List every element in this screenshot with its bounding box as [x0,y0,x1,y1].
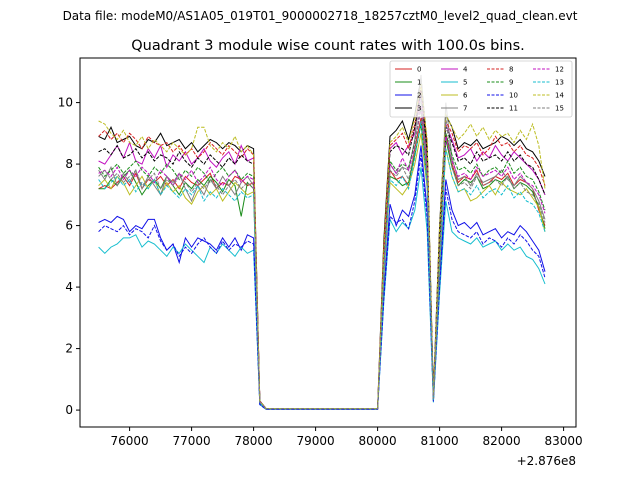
chart-title: Quadrant 3 module wise count rates with … [131,38,525,54]
legend-label: 1 [417,79,421,87]
legend-label: 6 [463,92,468,100]
legend-label: 10 [509,92,518,100]
chart-suptitle: Data file: modeM0/AS1A05_019T01_90000027… [63,9,578,23]
legend-label: 15 [555,105,564,113]
y-tick-label: 6 [65,219,73,233]
y-tick-label: 0 [65,403,73,417]
legend-label: 9 [509,79,513,87]
legend-label: 0 [417,66,421,74]
legend-label: 14 [555,92,564,100]
y-tick-label: 4 [65,280,73,294]
legend-label: 12 [555,66,564,74]
x-tick-label: 82000 [483,434,521,448]
legend-label: 3 [417,105,421,113]
x-tick-label: 80000 [359,434,397,448]
legend-label: 5 [463,79,467,87]
series-line-10 [98,154,546,410]
legend-label: 4 [463,66,468,74]
series-line-15 [98,96,546,410]
legend-label: 13 [555,79,564,87]
x-tick-label: 78000 [235,434,273,448]
axes-frame [79,57,577,428]
legend-label: 8 [509,66,513,74]
x-tick-label: 77000 [173,434,211,448]
plot-area: 76000 77000 78000 79000 80000 81000 82000 83000… [58,57,583,448]
legend-label: 11 [509,105,518,113]
y-tick-label: 10 [58,96,73,110]
y-tick-label: 2 [65,342,73,356]
x-tick-label: 81000 [421,434,459,448]
x-tick-label: 76000 [111,434,149,448]
x-tick-label: 79000 [297,434,335,448]
x-tick-label: 83000 [545,434,583,448]
legend-label: 7 [463,105,467,113]
x-axis-offset-label: +2.876e8 [517,454,576,468]
legend-box [389,60,573,118]
legend-label: 2 [417,92,421,100]
y-tick-label: 8 [65,157,73,171]
